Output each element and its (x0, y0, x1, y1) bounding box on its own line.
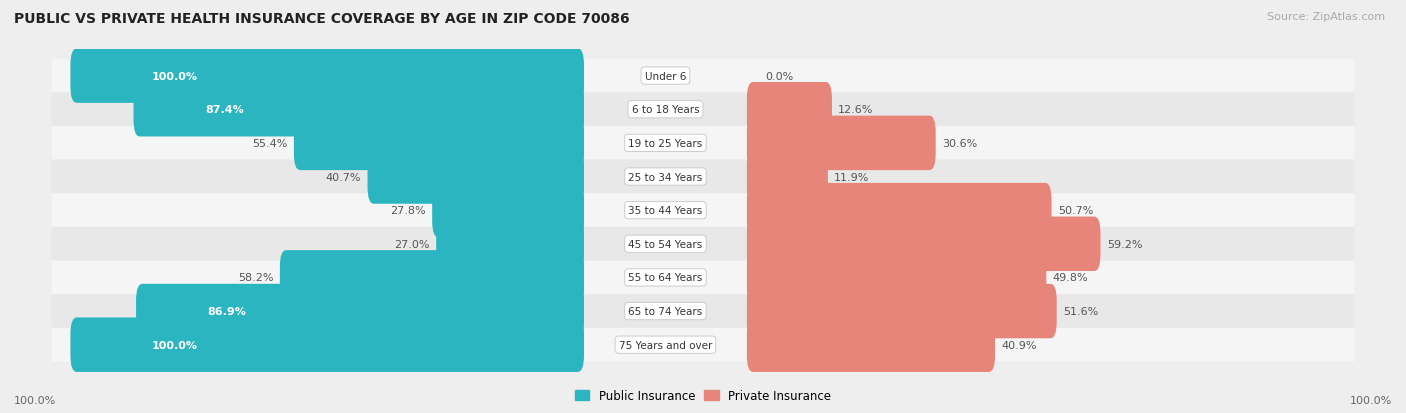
Text: 100.0%: 100.0% (14, 395, 56, 405)
FancyBboxPatch shape (294, 116, 583, 171)
Text: 75 Years and over: 75 Years and over (619, 340, 711, 350)
Text: Under 6: Under 6 (645, 71, 686, 81)
FancyBboxPatch shape (747, 116, 935, 171)
FancyBboxPatch shape (367, 150, 583, 204)
Legend: Public Insurance, Private Insurance: Public Insurance, Private Insurance (571, 385, 835, 407)
FancyBboxPatch shape (52, 328, 1354, 362)
Text: 25 to 34 Years: 25 to 34 Years (628, 172, 703, 182)
Text: 86.9%: 86.9% (208, 306, 246, 316)
Text: 100.0%: 100.0% (152, 71, 198, 81)
FancyBboxPatch shape (747, 318, 995, 372)
FancyBboxPatch shape (747, 251, 1046, 305)
FancyBboxPatch shape (432, 183, 583, 238)
FancyBboxPatch shape (52, 59, 1354, 93)
FancyBboxPatch shape (436, 217, 583, 271)
Text: 0.0%: 0.0% (766, 71, 794, 81)
FancyBboxPatch shape (134, 83, 583, 137)
Text: 45 to 54 Years: 45 to 54 Years (628, 239, 703, 249)
FancyBboxPatch shape (747, 183, 1052, 238)
Text: 12.6%: 12.6% (838, 105, 873, 115)
Text: 51.6%: 51.6% (1063, 306, 1098, 316)
FancyBboxPatch shape (747, 83, 832, 137)
FancyBboxPatch shape (747, 150, 828, 204)
FancyBboxPatch shape (70, 318, 583, 372)
Text: 35 to 44 Years: 35 to 44 Years (628, 206, 703, 216)
Text: 87.4%: 87.4% (205, 105, 245, 115)
Text: 40.9%: 40.9% (1001, 340, 1036, 350)
FancyBboxPatch shape (52, 194, 1354, 228)
FancyBboxPatch shape (136, 284, 583, 339)
FancyBboxPatch shape (280, 251, 583, 305)
FancyBboxPatch shape (747, 284, 1057, 339)
Text: 58.2%: 58.2% (238, 273, 274, 283)
Text: Source: ZipAtlas.com: Source: ZipAtlas.com (1267, 12, 1385, 22)
Text: 30.6%: 30.6% (942, 138, 977, 149)
Text: 59.2%: 59.2% (1107, 239, 1142, 249)
Text: 40.7%: 40.7% (326, 172, 361, 182)
FancyBboxPatch shape (52, 127, 1354, 160)
Text: PUBLIC VS PRIVATE HEALTH INSURANCE COVERAGE BY AGE IN ZIP CODE 70086: PUBLIC VS PRIVATE HEALTH INSURANCE COVER… (14, 12, 630, 26)
Text: 19 to 25 Years: 19 to 25 Years (628, 138, 703, 149)
FancyBboxPatch shape (52, 261, 1354, 294)
FancyBboxPatch shape (52, 228, 1354, 261)
FancyBboxPatch shape (70, 49, 583, 104)
Text: 65 to 74 Years: 65 to 74 Years (628, 306, 703, 316)
Text: 6 to 18 Years: 6 to 18 Years (631, 105, 699, 115)
FancyBboxPatch shape (52, 294, 1354, 328)
Text: 55.4%: 55.4% (252, 138, 288, 149)
Text: 27.8%: 27.8% (391, 206, 426, 216)
Text: 50.7%: 50.7% (1057, 206, 1092, 216)
Text: 27.0%: 27.0% (395, 239, 430, 249)
FancyBboxPatch shape (52, 160, 1354, 194)
Text: 55 to 64 Years: 55 to 64 Years (628, 273, 703, 283)
FancyBboxPatch shape (747, 217, 1101, 271)
FancyBboxPatch shape (52, 93, 1354, 127)
Text: 100.0%: 100.0% (152, 340, 198, 350)
Text: 11.9%: 11.9% (834, 172, 869, 182)
Text: 49.8%: 49.8% (1053, 273, 1088, 283)
Text: 100.0%: 100.0% (1350, 395, 1392, 405)
